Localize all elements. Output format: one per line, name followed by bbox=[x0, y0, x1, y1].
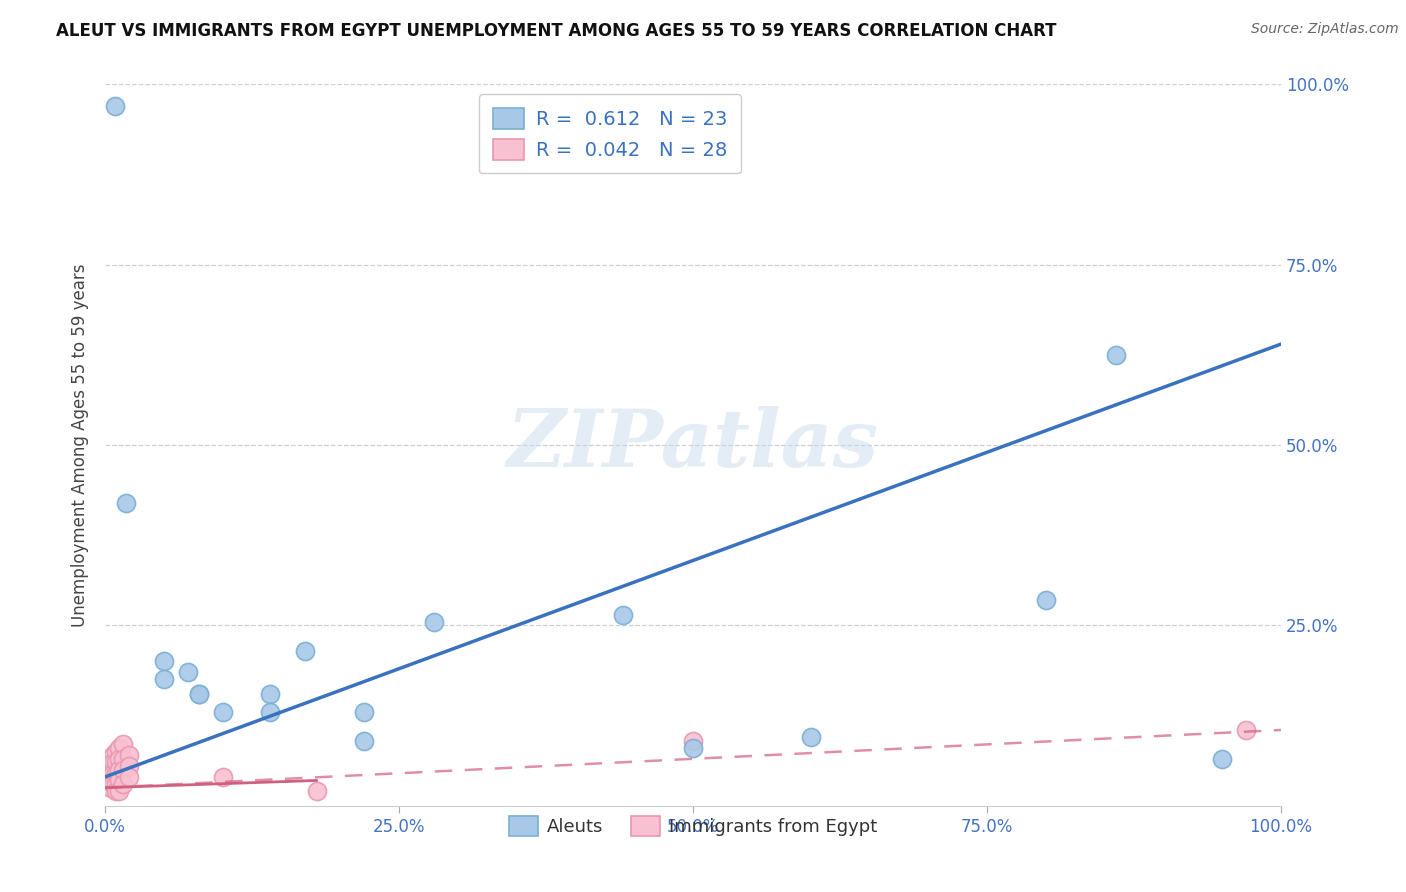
Point bbox=[211, 770, 233, 784]
Point bbox=[104, 784, 127, 798]
Point bbox=[259, 687, 281, 701]
Point bbox=[111, 763, 134, 777]
Point bbox=[259, 705, 281, 719]
Point bbox=[100, 780, 122, 795]
Point bbox=[188, 687, 211, 701]
Point bbox=[612, 607, 634, 622]
Point bbox=[118, 759, 141, 773]
Point bbox=[1035, 593, 1057, 607]
Point bbox=[108, 741, 131, 756]
Point bbox=[1105, 348, 1128, 362]
Point bbox=[305, 784, 328, 798]
Point bbox=[108, 752, 131, 766]
Point bbox=[104, 766, 127, 780]
Point bbox=[353, 705, 375, 719]
Point bbox=[153, 655, 176, 669]
Point bbox=[108, 773, 131, 788]
Point bbox=[115, 496, 138, 510]
Point bbox=[294, 643, 316, 657]
Point bbox=[682, 733, 704, 747]
Point bbox=[103, 756, 125, 770]
Point bbox=[100, 766, 122, 780]
Point bbox=[423, 615, 446, 629]
Text: ZIPatlas: ZIPatlas bbox=[508, 407, 879, 483]
Point bbox=[104, 756, 127, 770]
Point bbox=[118, 748, 141, 763]
Text: Source: ZipAtlas.com: Source: ZipAtlas.com bbox=[1251, 22, 1399, 37]
Point bbox=[188, 687, 211, 701]
Point bbox=[111, 777, 134, 791]
Point bbox=[1234, 723, 1257, 737]
Point bbox=[800, 730, 823, 744]
Point bbox=[100, 773, 122, 788]
Point bbox=[103, 777, 125, 791]
Point bbox=[682, 741, 704, 756]
Y-axis label: Unemployment Among Ages 55 to 59 years: Unemployment Among Ages 55 to 59 years bbox=[72, 263, 89, 627]
Point bbox=[100, 759, 122, 773]
Text: ALEUT VS IMMIGRANTS FROM EGYPT UNEMPLOYMENT AMONG AGES 55 TO 59 YEARS CORRELATIO: ALEUT VS IMMIGRANTS FROM EGYPT UNEMPLOYM… bbox=[56, 22, 1057, 40]
Point bbox=[111, 738, 134, 752]
Point bbox=[353, 733, 375, 747]
Point bbox=[118, 770, 141, 784]
Point bbox=[111, 752, 134, 766]
Point bbox=[153, 673, 176, 687]
Point bbox=[1211, 752, 1233, 766]
Point bbox=[108, 763, 131, 777]
Point bbox=[108, 784, 131, 798]
Point bbox=[176, 665, 198, 680]
Point bbox=[104, 777, 127, 791]
Point bbox=[103, 766, 125, 780]
Point bbox=[211, 705, 233, 719]
Point bbox=[104, 99, 127, 113]
Point bbox=[103, 748, 125, 763]
Point bbox=[104, 745, 127, 759]
Legend: Aleuts, Immigrants from Egypt: Aleuts, Immigrants from Egypt bbox=[502, 809, 884, 844]
